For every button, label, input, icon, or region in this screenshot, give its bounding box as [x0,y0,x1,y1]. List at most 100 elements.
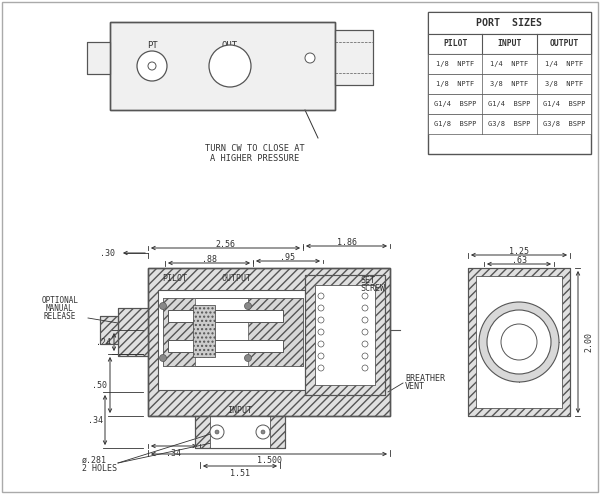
Text: RELEASE: RELEASE [44,312,76,321]
Circle shape [210,425,224,439]
Text: PT: PT [146,41,157,50]
Text: TURN CW TO CLOSE AT: TURN CW TO CLOSE AT [205,143,305,153]
Bar [110,22,335,110]
Bar [148,268,390,416]
Bar [87,42,110,74]
Text: OUTPUT: OUTPUT [222,274,252,283]
Circle shape [245,302,251,310]
Text: 2.56: 2.56 [215,240,235,248]
Bar [428,74,591,94]
Text: 1.500: 1.500 [257,455,281,464]
Text: INPUT: INPUT [497,40,521,48]
Bar [163,298,303,366]
Circle shape [305,53,315,63]
Circle shape [362,293,368,299]
Text: .24: .24 [97,337,112,346]
Text: 3/8  NPTF: 3/8 NPTF [490,81,529,87]
Text: .50: .50 [92,380,107,389]
Bar [118,308,148,356]
Circle shape [318,365,324,371]
Bar [148,268,390,416]
Circle shape [362,305,368,311]
Bar [158,290,383,390]
Text: .30: .30 [100,248,115,257]
Circle shape [261,430,265,434]
Text: 1.86: 1.86 [337,238,357,247]
Bar [428,12,591,154]
Bar [163,298,195,366]
Text: G3/8  BSPP: G3/8 BSPP [488,121,531,127]
Bar [100,316,118,344]
Text: A HIGHER PRESSURE: A HIGHER PRESSURE [211,154,299,163]
Circle shape [256,425,270,439]
Circle shape [362,365,368,371]
Bar [210,416,270,448]
Text: 1/8  NPTF: 1/8 NPTF [436,81,474,87]
Circle shape [318,341,324,347]
Text: SET: SET [360,276,375,285]
Text: G3/8  BSPP: G3/8 BSPP [542,121,585,127]
Text: 1/4  NPTF: 1/4 NPTF [545,61,583,67]
Bar [168,310,283,322]
Circle shape [362,329,368,335]
Text: .34: .34 [88,415,103,424]
Bar [195,416,285,448]
Text: PILOT: PILOT [163,274,187,283]
Text: MANUAL: MANUAL [46,303,74,313]
Text: INPUT: INPUT [227,406,253,414]
Circle shape [362,353,368,359]
Text: G1/4  BSPP: G1/4 BSPP [488,101,531,107]
Circle shape [318,329,324,335]
Circle shape [362,341,368,347]
Text: 3/8  NPTF: 3/8 NPTF [545,81,583,87]
Circle shape [479,302,559,382]
Bar [476,276,562,408]
Circle shape [318,353,324,359]
Bar [305,275,385,395]
Text: 1.51: 1.51 [230,468,250,478]
Bar [428,114,591,134]
Bar [248,298,303,366]
Text: G1/8  BSPP: G1/8 BSPP [434,121,476,127]
Bar [428,34,591,54]
Circle shape [362,317,368,323]
Bar [305,275,385,395]
Bar [428,12,591,34]
Text: VENT: VENT [405,381,425,390]
Bar [87,42,110,74]
Text: BREATHER: BREATHER [405,373,445,382]
Bar [195,416,285,448]
Circle shape [137,51,167,81]
Circle shape [318,305,324,311]
Bar [335,30,373,85]
Text: OPTIONAL: OPTIONAL [41,295,79,304]
Bar [468,268,570,416]
Circle shape [209,45,251,87]
Bar [315,285,375,385]
Circle shape [160,355,167,362]
Circle shape [318,317,324,323]
Text: .63: .63 [511,255,527,264]
Text: .95: .95 [281,252,296,261]
Text: ø.281: ø.281 [82,455,107,464]
Circle shape [215,430,219,434]
Bar [193,305,215,357]
Text: PORT  SIZES: PORT SIZES [476,18,542,28]
Circle shape [160,302,167,310]
Text: 1/8  NPTF: 1/8 NPTF [436,61,474,67]
Bar [110,22,335,110]
Bar [468,268,570,416]
Circle shape [318,293,324,299]
Circle shape [501,324,537,360]
Text: G1/4  BSPP: G1/4 BSPP [434,101,476,107]
Text: 1/4  NPTF: 1/4 NPTF [490,61,529,67]
Text: .88: .88 [202,254,217,263]
Bar [335,30,373,85]
Circle shape [148,62,156,70]
Circle shape [487,310,551,374]
Bar [100,316,118,344]
Text: OUT: OUT [222,41,238,50]
Text: 2 HOLES: 2 HOLES [82,463,117,472]
Text: 2.00: 2.00 [584,332,593,352]
Bar [168,340,283,352]
